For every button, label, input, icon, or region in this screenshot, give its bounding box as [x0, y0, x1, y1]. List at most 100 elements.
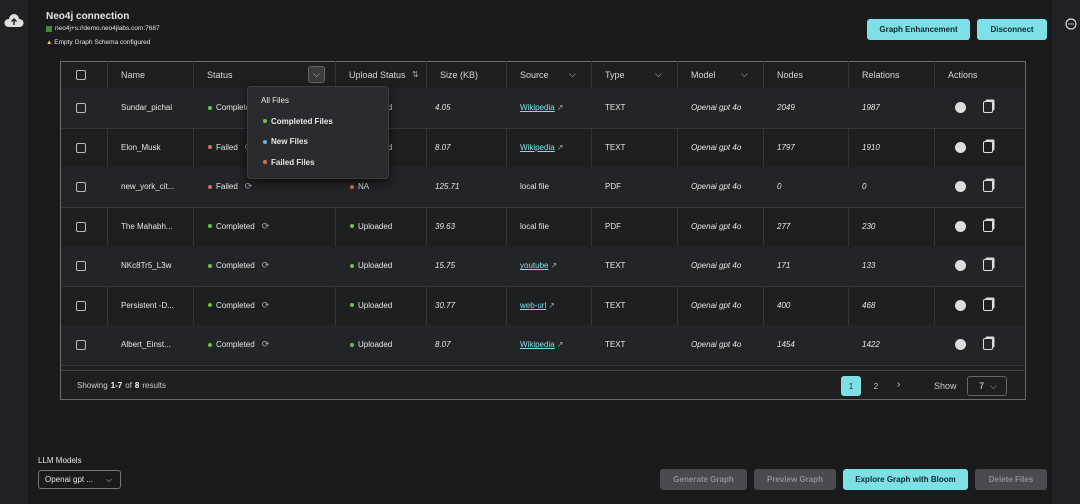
row-checkbox[interactable]: [76, 300, 86, 311]
filter-option-text: New Files: [271, 137, 308, 146]
summary-results: results: [142, 381, 166, 390]
upload-status-cell: Uploaded: [350, 246, 392, 286]
copy-button[interactable]: [983, 219, 993, 232]
sort-icon[interactable]: ⇅: [412, 70, 419, 79]
filter-option[interactable]: New Files: [263, 137, 308, 146]
schema-warning: ▲ Empty Graph Schema configured: [46, 39, 151, 46]
next-page-button[interactable]: ›: [897, 379, 901, 390]
copy-button[interactable]: [983, 101, 993, 113]
retry-icon[interactable]: ⟳: [261, 299, 270, 310]
status-text: Completed: [216, 103, 255, 113]
upload-icon[interactable]: [0, 0, 28, 40]
source-text[interactable]: web-url: [520, 300, 547, 310]
file-name: The Mahabh...: [121, 221, 173, 231]
inspect-button[interactable]: [955, 339, 966, 350]
status-text: Completed: [216, 300, 255, 310]
source-cell: local file: [520, 207, 549, 247]
row-checkbox[interactable]: [76, 340, 86, 350]
delete-files-button[interactable]: Delete Files: [975, 469, 1047, 490]
retry-icon[interactable]: ⟳: [261, 339, 270, 350]
chat-icon[interactable]: [1052, 0, 1080, 40]
column-divider: [591, 61, 592, 365]
preview-graph-button[interactable]: Preview Graph: [754, 469, 836, 490]
column-header: Type: [605, 69, 625, 80]
copy-button[interactable]: [983, 180, 993, 192]
row-checkbox[interactable]: [76, 261, 86, 271]
header-checkbox[interactable]: [76, 70, 86, 80]
inspect-button[interactable]: [955, 299, 966, 311]
source-text[interactable]: youtube: [520, 261, 549, 271]
column-filter-chevron[interactable]: ⌵: [655, 69, 662, 79]
status-filter-toggle[interactable]: ⌵: [308, 66, 325, 83]
filter-option-text: Completed Files: [271, 116, 333, 126]
source-text: local file: [520, 182, 549, 192]
status-dot: [208, 105, 212, 110]
upload-dot: [350, 342, 354, 347]
inspect-button[interactable]: [955, 260, 966, 271]
llm-select[interactable]: Openai gpt ... ⌵: [38, 470, 121, 489]
column-header: Relations: [862, 69, 900, 80]
nodes-count: 2049: [777, 103, 795, 113]
status-dot: [208, 303, 212, 308]
file-name: Sundar_pichai: [121, 103, 173, 113]
file-type: TEXT: [605, 261, 626, 271]
row-checkbox[interactable]: [76, 182, 86, 192]
copy-button[interactable]: [983, 298, 993, 311]
page-size-select[interactable]: 7 ⌵: [967, 376, 1007, 396]
retry-icon[interactable]: ⟳: [244, 181, 253, 192]
graph-enhancement-button[interactable]: Graph Enhancement: [867, 19, 970, 40]
nodes-count: 0: [777, 182, 782, 192]
retry-icon[interactable]: ⟳: [261, 220, 270, 231]
filter-option-text: Failed Files: [271, 157, 315, 167]
filter-option[interactable]: Failed Files: [263, 158, 315, 167]
nodes-count: 1454: [777, 340, 795, 350]
row-divider: [61, 127, 1024, 129]
column-header: Source: [520, 69, 549, 80]
status-text: Completed: [216, 340, 255, 350]
source-text[interactable]: Wikipedia: [520, 142, 555, 152]
upload-status-text: Uploaded: [358, 300, 393, 310]
page-button[interactable]: 2: [873, 381, 879, 391]
relations-count: 133: [862, 261, 876, 271]
nodes-count: 277: [777, 221, 791, 231]
explore-bloom-button[interactable]: Explore Graph with Bloom: [843, 469, 968, 490]
source-text[interactable]: Wikipedia: [520, 340, 555, 350]
nodes-count: 1797: [777, 142, 795, 152]
inspect-button[interactable]: [955, 181, 966, 192]
column-filter-chevron[interactable]: ⌵: [569, 69, 576, 79]
status-cell: Failed⟳: [208, 128, 252, 168]
inspect-button[interactable]: [955, 102, 966, 113]
column-divider: [934, 61, 935, 365]
page-size-chevron: ⌵: [990, 380, 997, 391]
relations-count: 1987: [862, 103, 880, 113]
row-background: [61, 325, 1024, 365]
inspect-button[interactable]: [955, 141, 966, 153]
row-checkbox[interactable]: [76, 221, 86, 232]
generate-graph-button[interactable]: Generate Graph: [660, 469, 747, 490]
filter-option[interactable]: Completed Files: [263, 117, 333, 126]
llm-selected: Openai gpt ...: [45, 475, 94, 484]
connection-title: Neo4j connection: [46, 11, 130, 22]
status-cell: Completed ⟳: [208, 246, 269, 286]
file-type: TEXT: [605, 142, 626, 152]
external-link-icon: ↗: [548, 300, 555, 310]
source-text[interactable]: Wikipedia: [520, 103, 555, 113]
file-name: NKc8Tr5_L3w: [121, 261, 172, 271]
inspect-button[interactable]: [955, 220, 966, 232]
column-header: Upload Status: [349, 69, 406, 80]
row-checkbox[interactable]: [76, 103, 86, 113]
column-filter-chevron[interactable]: ⌵: [741, 69, 748, 79]
filter-option[interactable]: All Files: [261, 96, 289, 105]
upload-dot: [350, 303, 354, 308]
copy-button[interactable]: [983, 140, 993, 153]
retry-icon[interactable]: ⟳: [261, 260, 270, 271]
column-header: Name: [121, 69, 146, 80]
copy-button[interactable]: [983, 338, 993, 350]
column-header: Nodes: [777, 69, 804, 80]
model: Openai gpt 4o: [691, 142, 742, 152]
page-button[interactable]: 1: [841, 376, 861, 396]
row-checkbox[interactable]: [76, 142, 86, 153]
disconnect-button[interactable]: Disconnect: [977, 19, 1047, 40]
copy-button[interactable]: [983, 259, 993, 271]
